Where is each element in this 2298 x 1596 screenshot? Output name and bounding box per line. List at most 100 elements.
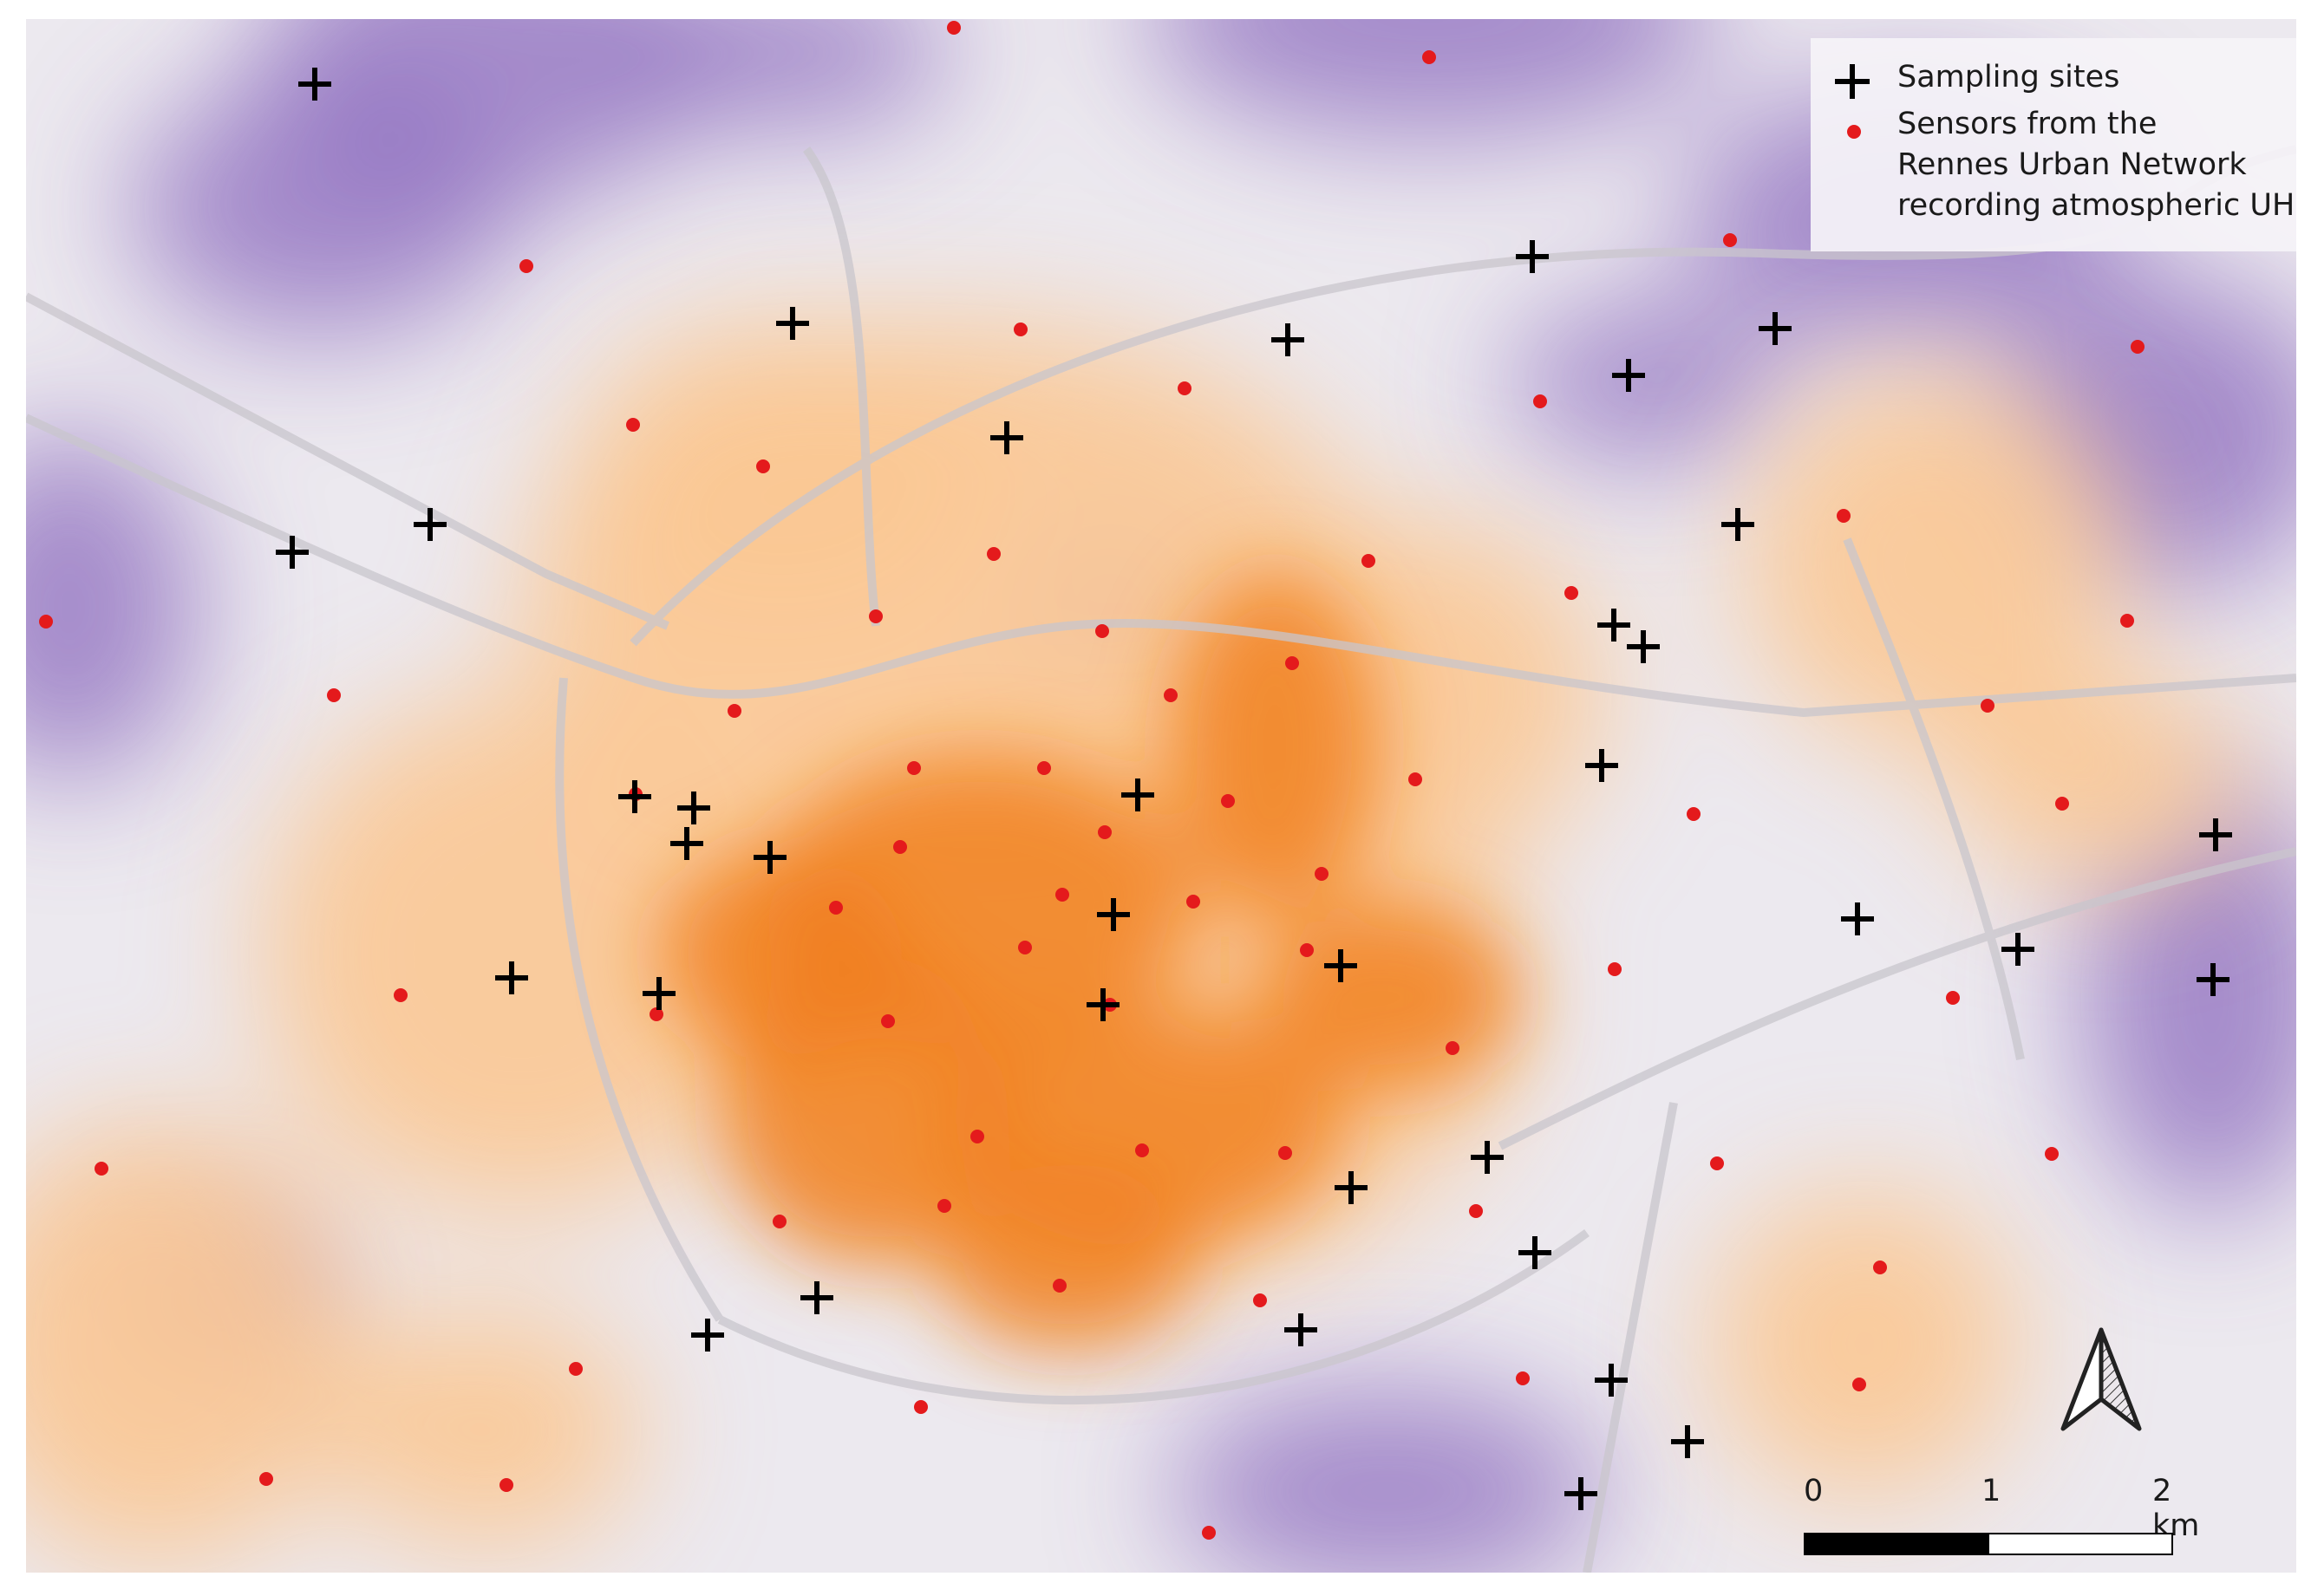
sensor-point — [773, 1215, 787, 1228]
sensor-point — [1946, 991, 1960, 1005]
sampling-site-marker — [1518, 1236, 1551, 1269]
sampling-site-marker — [1121, 778, 1154, 811]
sensor-point — [1164, 688, 1178, 702]
sensor-point — [869, 609, 883, 623]
sampling-site-marker — [495, 961, 528, 994]
sampling-site-marker — [776, 307, 809, 340]
scale-segment-black — [1804, 1533, 1988, 1555]
sampling-site-marker — [677, 791, 710, 824]
sensor-point — [1135, 1143, 1149, 1157]
sensor-point — [1055, 888, 1069, 902]
sensor-point — [1278, 1146, 1292, 1160]
sensor-point — [569, 1362, 583, 1376]
sensor-point — [1687, 807, 1701, 821]
sensor-points — [39, 21, 2145, 1540]
sampling-site-marker — [691, 1319, 724, 1352]
sampling-site-marker — [670, 827, 703, 860]
sensor-point — [1533, 394, 1547, 408]
sensor-point — [626, 418, 640, 432]
sensor-point — [1315, 867, 1329, 881]
sensor-point — [829, 901, 843, 915]
sampling-site-marker — [1759, 312, 1792, 345]
sensor-point — [1186, 895, 1200, 909]
legend-item-sampling-sites: Sampling sites — [1811, 57, 2119, 102]
sensor-point — [95, 1162, 108, 1176]
sensor-point — [1408, 772, 1422, 786]
sensor-point — [1361, 554, 1375, 568]
sensor-point — [1564, 586, 1578, 600]
legend-item-sensors: Sensors from the Rennes Urban Network re… — [1811, 104, 2296, 226]
legend: Sampling sites Sensors from the Rennes U… — [1811, 38, 2296, 251]
sensor-point — [1446, 1041, 1459, 1055]
sampling-site-marker — [414, 508, 447, 541]
sensor-point — [881, 1014, 895, 1028]
sensor-point — [650, 1007, 663, 1021]
sensor-point — [2131, 340, 2145, 354]
sensor-point — [1098, 825, 1112, 839]
sampling-site-marker — [800, 1281, 833, 1314]
scale-label-1: 1 — [1981, 1474, 2001, 1508]
north-arrow-icon — [2060, 1327, 2142, 1431]
sensor-point — [394, 988, 408, 1002]
sensor-point — [1981, 699, 1994, 713]
sensor-point — [1037, 761, 1051, 775]
sampling-site-marker — [1627, 630, 1660, 663]
sampling-site-marker — [276, 536, 309, 569]
sensor-point — [728, 704, 741, 718]
sampling-site-marker — [643, 977, 676, 1010]
sensor-point — [327, 688, 341, 702]
sampling-site-marker — [1671, 1425, 1704, 1458]
sensor-point — [1516, 1371, 1530, 1385]
sensor-point — [947, 21, 961, 35]
sensor-point — [1300, 943, 1314, 957]
road-network — [26, 145, 2296, 1573]
sampling-site-marker — [1097, 898, 1130, 931]
sensor-point — [756, 459, 770, 473]
sensor-point — [2120, 614, 2134, 628]
sensor-point — [987, 547, 1001, 561]
sensor-point — [1221, 794, 1235, 808]
sensor-point — [1053, 1279, 1067, 1293]
sampling-site-marker — [1721, 508, 1754, 541]
sensor-point — [499, 1478, 513, 1492]
sampling-site-marker — [1324, 949, 1357, 982]
sensor-point — [2045, 1147, 2059, 1161]
red-dot-icon — [1811, 104, 1897, 149]
sensor-point — [1285, 656, 1299, 670]
sampling-site-marker — [2199, 818, 2232, 851]
sensor-point — [519, 259, 533, 273]
scale-label-0: 0 — [1804, 1474, 1824, 1508]
sampling-site-marker — [618, 780, 651, 813]
sampling-site-marker — [754, 841, 787, 874]
sampling-site-marker — [298, 68, 331, 101]
sampling-site-marker — [1471, 1141, 1504, 1174]
sampling-site-marker — [990, 421, 1023, 454]
sensor-point — [1178, 381, 1191, 395]
sampling-site-marker — [1564, 1477, 1597, 1510]
sampling-site-marker — [1595, 1364, 1628, 1397]
scale-segment-white — [1988, 1533, 2173, 1555]
legend-label-sampling-sites: Sampling sites — [1897, 60, 2120, 94]
sampling-site-marker — [1271, 323, 1304, 356]
scale-bar: 0 1 2 km — [1804, 1474, 2199, 1560]
sensor-point — [1018, 941, 1032, 954]
sensor-point — [1723, 233, 1737, 247]
heatmap-map[interactable] — [26, 19, 2296, 1573]
sensor-point — [1837, 509, 1851, 523]
sensor-point — [970, 1130, 984, 1143]
map-frame[interactable]: Sampling sites Sensors from the Rennes U… — [26, 19, 2296, 1573]
sensor-point — [259, 1472, 273, 1486]
sampling-site-marker — [2197, 963, 2229, 996]
sensor-point — [1014, 322, 1028, 336]
sensor-point — [2055, 797, 2069, 811]
sampling-site-markers — [276, 68, 2232, 1510]
sensor-point — [907, 761, 921, 775]
sampling-site-marker — [1284, 1313, 1317, 1346]
sampling-site-marker — [1841, 902, 1874, 935]
sensor-point — [1253, 1293, 1267, 1307]
sampling-site-marker — [1612, 359, 1645, 392]
sensor-point — [1095, 624, 1109, 638]
sensor-point — [937, 1199, 951, 1213]
sampling-site-marker — [1335, 1171, 1368, 1204]
sensor-point — [1873, 1261, 1887, 1274]
